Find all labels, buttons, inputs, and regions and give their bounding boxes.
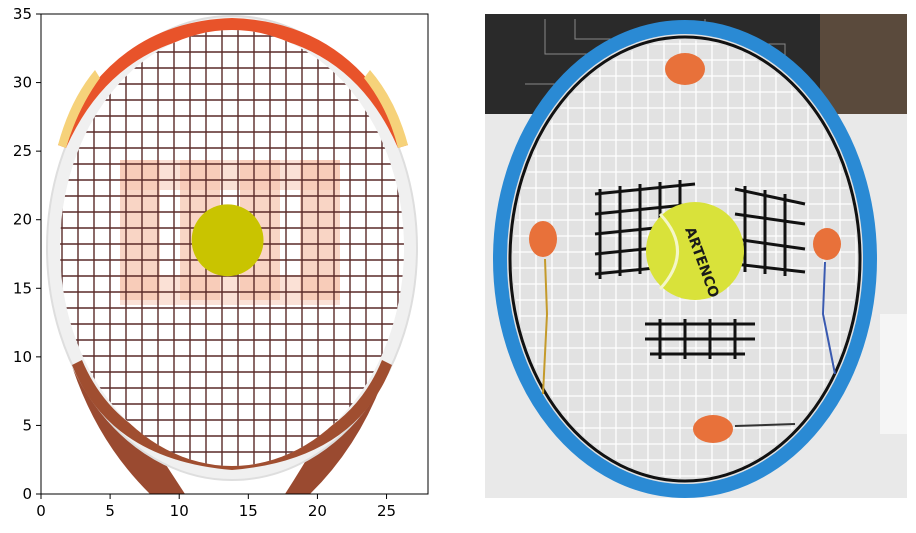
x-tick-label: 10 xyxy=(170,502,189,520)
sensor-wire-left xyxy=(542,258,549,395)
y-tick-label: 25 xyxy=(13,142,32,160)
racket-strings xyxy=(60,30,404,466)
x-tick-label: 0 xyxy=(36,502,46,520)
y-axis: 0 5 10 15 20 25 30 35 xyxy=(13,5,41,503)
y-tick-label: 30 xyxy=(13,74,32,92)
black-string-logo xyxy=(594,180,806,359)
white-object xyxy=(880,314,907,434)
racket-heatmap-plot: 0 5 10 15 20 25 0 5 10 15 20 25 30 35 xyxy=(0,0,440,529)
sensor-pad-bottom xyxy=(693,415,733,443)
sensor-wire-right xyxy=(821,261,836,375)
racket-image xyxy=(46,15,418,494)
tennis-ball-marker xyxy=(191,204,264,277)
x-axis: 0 5 10 15 20 25 xyxy=(36,494,396,520)
y-tick-label: 10 xyxy=(13,348,32,366)
photo-canvas: ARTENCO xyxy=(485,14,907,498)
plot-canvas: 0 5 10 15 20 25 0 5 10 15 20 25 30 35 xyxy=(13,5,429,520)
x-tick-label: 15 xyxy=(239,502,258,520)
axes-frame xyxy=(40,13,429,495)
y-tick-label: 0 xyxy=(22,485,32,503)
ball-seam xyxy=(658,212,679,291)
racket-frame-accent-left xyxy=(58,70,100,148)
sensor-pad-top xyxy=(665,53,705,85)
x-tick-label: 25 xyxy=(377,502,396,520)
x-tick-label: 20 xyxy=(308,502,327,520)
x-tick-label: 5 xyxy=(105,502,115,520)
y-tick-label: 20 xyxy=(13,211,32,229)
wall-corner xyxy=(820,14,907,114)
y-tick-label: 15 xyxy=(13,279,32,297)
racket-photo: ARTENCO xyxy=(485,14,907,498)
racket-frame-accent-right xyxy=(364,70,408,148)
sensor-pad-right xyxy=(813,228,841,260)
sensor-pad-left xyxy=(529,221,557,257)
y-tick-label: 5 xyxy=(22,416,32,434)
racket-frame-bottom xyxy=(72,360,392,470)
y-tick-label: 35 xyxy=(13,5,32,23)
sensor-wire-bottom xyxy=(734,423,796,427)
racket-frame-top xyxy=(58,18,408,148)
photo-racket-inner-edge xyxy=(508,35,862,483)
